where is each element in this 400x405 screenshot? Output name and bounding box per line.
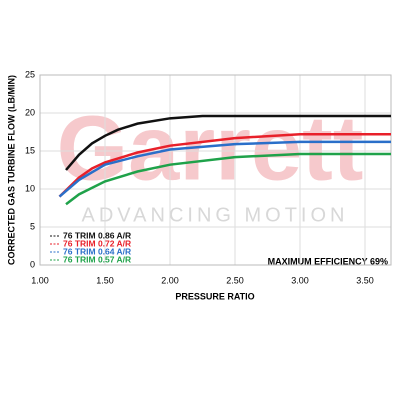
y-tick-label: 15 — [25, 145, 35, 155]
x-tick-label: 3.50 — [356, 275, 374, 285]
x-axis-label: PRESSURE RATIO — [175, 291, 254, 301]
watermark: Garrett — [57, 97, 364, 199]
series-line — [58, 140, 391, 198]
plot-frame — [39, 74, 392, 266]
legend-label: 76 TRIM 0.64 A/R — [63, 246, 131, 256]
series-line — [65, 114, 391, 171]
legend-label: 76 TRIM 0.72 A/R — [63, 238, 131, 248]
series-line — [65, 152, 391, 206]
x-tick-label: 1.00 — [31, 275, 49, 285]
y-tick-label: 10 — [25, 183, 35, 193]
y-axis-label: CORRECTED GAS TURBINE FLOW (LB/MIN) — [6, 75, 16, 265]
watermark-subtitle: ADVANCING MOTION — [82, 204, 349, 226]
y-tick-label: 20 — [25, 107, 35, 117]
x-tick-label: 2.00 — [161, 275, 179, 285]
y-tick-label: 25 — [25, 69, 35, 79]
y-tick-label: 0 — [30, 259, 35, 269]
y-tick-label: 5 — [30, 221, 35, 231]
annotation: MAXIMUM EFFICIENCY 69% — [268, 256, 388, 266]
legend-label: 76 TRIM 0.57 A/R — [63, 254, 131, 264]
series-line — [58, 133, 391, 198]
x-tick-label: 3.00 — [291, 275, 309, 285]
x-tick-label: 2.50 — [226, 275, 244, 285]
legend-label: 76 TRIM 0.86 A/R — [63, 230, 131, 240]
x-tick-label: 1.50 — [96, 275, 114, 285]
